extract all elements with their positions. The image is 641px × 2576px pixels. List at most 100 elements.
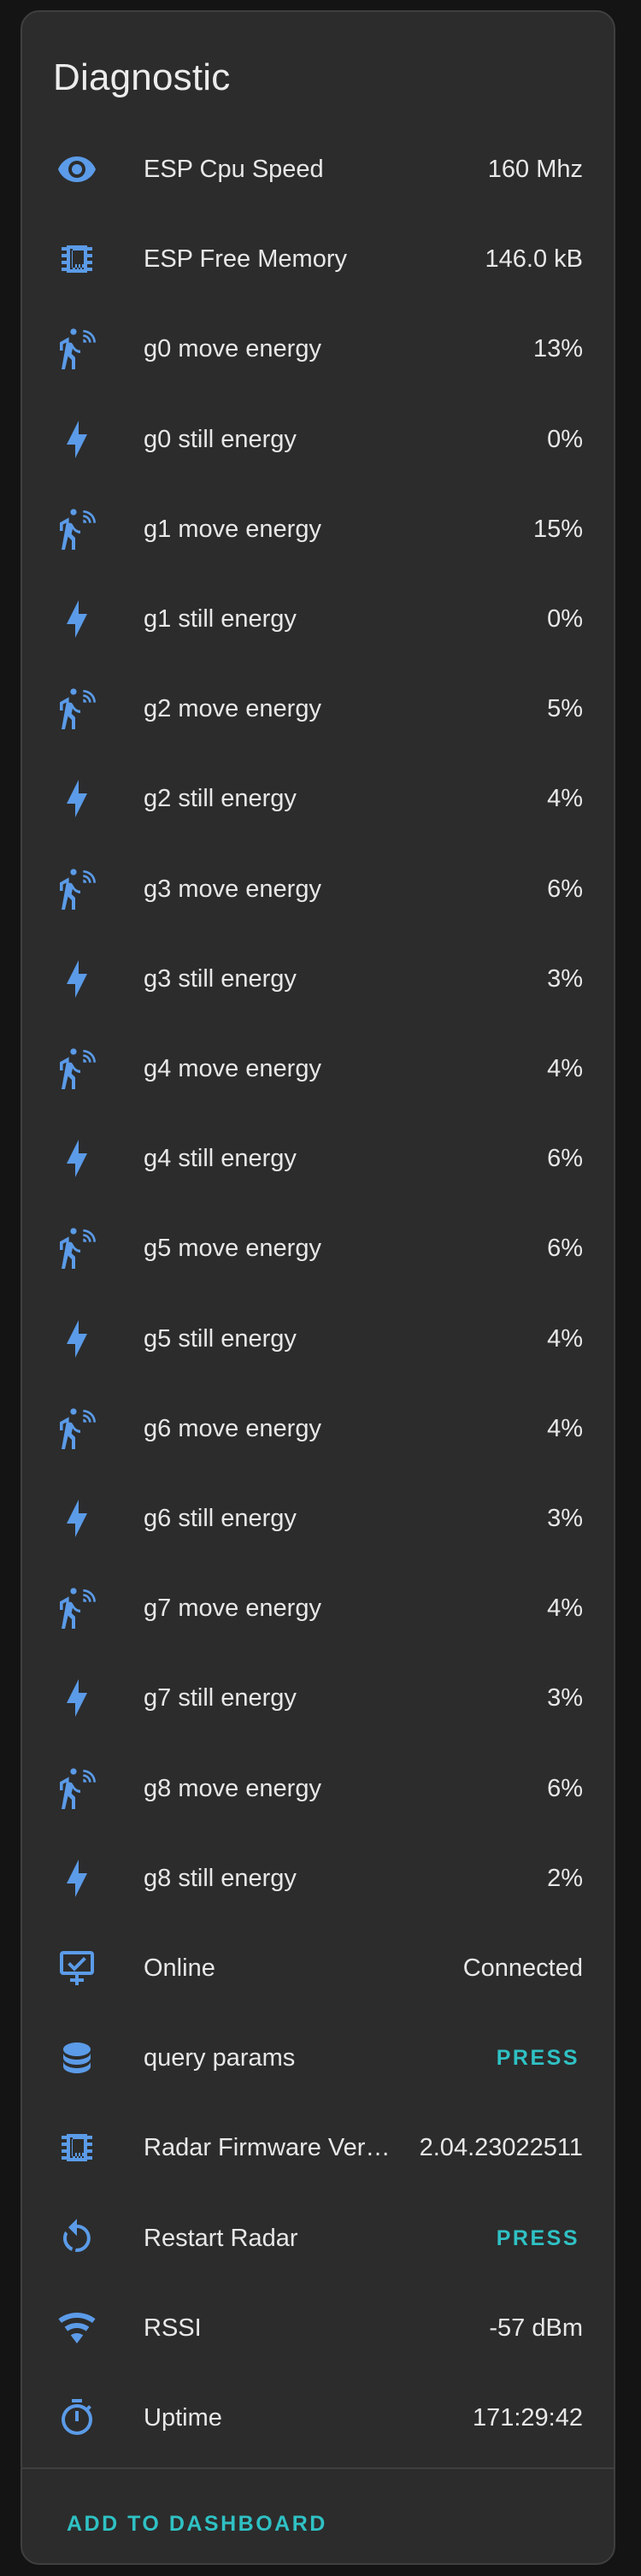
entity-value: 0% (547, 605, 583, 633)
lightning-bolt-icon[interactable] (55, 1676, 99, 1720)
restart-icon[interactable] (55, 2216, 99, 2261)
wifi-icon[interactable] (55, 2306, 99, 2350)
entity-value: 3% (547, 1505, 583, 1532)
monitor-check-icon[interactable] (55, 1946, 99, 1990)
database-icon[interactable] (55, 2036, 99, 2080)
lightning-bolt-icon[interactable] (55, 776, 99, 821)
footer-divider (22, 2467, 614, 2469)
entity-label[interactable]: RSSI (144, 2314, 202, 2342)
entity-label[interactable]: g3 move energy (144, 875, 321, 903)
entity-row-g3-still-energy[interactable]: g3 still energy 3% (22, 934, 614, 1024)
chip-icon[interactable] (55, 2125, 99, 2170)
entity-label[interactable]: g0 still energy (144, 425, 297, 453)
entity-row-g4-move-energy[interactable]: g4 move energy 4% (22, 1024, 614, 1114)
motion-sensor-icon[interactable] (55, 1586, 99, 1630)
lightning-bolt-icon[interactable] (55, 417, 99, 462)
add-to-dashboard-button[interactable]: ADD TO DASHBOARD (67, 2512, 327, 2536)
entity-row-esp-cpu-speed[interactable]: ESP Cpu Speed 160 Mhz (22, 125, 614, 215)
entity-label[interactable]: g2 move energy (144, 695, 321, 723)
entity-row-g8-move-energy[interactable]: g8 move energy 6% (22, 1744, 614, 1834)
entity-label[interactable]: g4 move energy (144, 1055, 321, 1082)
entity-row-online[interactable]: Online Connected (22, 1924, 614, 2013)
entity-label[interactable]: Online (144, 1954, 215, 1982)
entity-row-g7-move-energy[interactable]: g7 move energy 4% (22, 1564, 614, 1653)
entity-value: 4% (547, 1595, 583, 1623)
entity-row-g2-move-energy[interactable]: g2 move energy 5% (22, 664, 614, 754)
entity-value: 15% (532, 515, 583, 543)
entity-value: 4% (547, 1414, 583, 1442)
entity-label[interactable]: g1 move energy (144, 515, 321, 543)
entity-label[interactable]: Radar Firmware Ver… (144, 2134, 391, 2162)
entity-row-g0-move-energy[interactable]: g0 move energy 13% (22, 304, 614, 394)
entity-label[interactable]: g4 still energy (144, 1145, 297, 1173)
entity-value: Connected (462, 1954, 583, 1982)
entity-row-restart-radar[interactable]: Restart Radar PRESS (22, 2194, 614, 2284)
entity-label[interactable]: g8 move energy (144, 1774, 321, 1802)
entity-row-g6-still-energy[interactable]: g6 still energy 3% (22, 1474, 614, 1564)
entity-row-g0-still-energy[interactable]: g0 still energy 0% (22, 395, 614, 485)
entity-label[interactable]: query params (144, 2044, 296, 2072)
entity-value: 4% (547, 1324, 583, 1353)
eye-icon[interactable] (55, 147, 99, 192)
entity-row-g2-still-energy[interactable]: g2 still energy 4% (22, 754, 614, 844)
lightning-bolt-icon[interactable] (55, 1317, 99, 1361)
entity-label[interactable]: g8 still energy (144, 1864, 297, 1892)
motion-sensor-icon[interactable] (55, 1226, 99, 1270)
press-button[interactable]: PRESS (496, 2225, 579, 2250)
entity-label[interactable]: g5 still energy (144, 1324, 297, 1353)
entity-row-esp-free-memory[interactable]: ESP Free Memory 146.0 kB (22, 215, 614, 304)
entity-row-rssi[interactable]: RSSI -57 dBm (22, 2284, 614, 2373)
press-button[interactable]: PRESS (496, 2046, 579, 2071)
entity-label[interactable]: g7 move energy (144, 1595, 321, 1623)
entity-row-radar-firmware-ver[interactable]: Radar Firmware Ver… 2.04.23022511 (22, 2103, 614, 2193)
entity-row-query-params[interactable]: query params PRESS (22, 2013, 614, 2103)
entity-row-g1-move-energy[interactable]: g1 move energy 15% (22, 485, 614, 575)
entity-value: 6% (547, 1145, 583, 1173)
entity-value: 6% (547, 875, 583, 903)
entity-value: 4% (547, 785, 583, 813)
entity-label[interactable]: g6 move energy (144, 1414, 321, 1442)
chip-icon[interactable] (55, 237, 99, 281)
lightning-bolt-icon[interactable] (55, 597, 99, 641)
motion-sensor-icon[interactable] (55, 507, 99, 551)
entity-label[interactable]: g5 move energy (144, 1235, 321, 1263)
entity-label[interactable]: g0 move energy (144, 335, 321, 363)
entity-row-g6-move-energy[interactable]: g6 move energy 4% (22, 1384, 614, 1474)
entity-label[interactable]: g6 still energy (144, 1505, 297, 1532)
motion-sensor-icon[interactable] (55, 1766, 99, 1811)
entity-row-g8-still-energy[interactable]: g8 still energy 2% (22, 1834, 614, 1924)
lightning-bolt-icon[interactable] (55, 957, 99, 1001)
entity-value: 146.0 kB (485, 245, 583, 274)
entity-label[interactable]: g3 still energy (144, 964, 297, 993)
entity-label[interactable]: Uptime (144, 2404, 222, 2432)
entity-label[interactable]: ESP Cpu Speed (144, 156, 324, 183)
entity-label[interactable]: ESP Free Memory (144, 245, 347, 274)
card-title: Diagnostic (53, 56, 231, 98)
entity-row-uptime[interactable]: Uptime 171:29:42 (22, 2373, 614, 2463)
entity-row-g4-still-energy[interactable]: g4 still energy 6% (22, 1114, 614, 1204)
entity-label[interactable]: g1 still energy (144, 605, 297, 633)
entity-row-g1-still-energy[interactable]: g1 still energy 0% (22, 575, 614, 664)
lightning-bolt-icon[interactable] (55, 1496, 99, 1541)
motion-sensor-icon[interactable] (55, 687, 99, 731)
motion-sensor-icon[interactable] (55, 1406, 99, 1451)
diagnostic-card: Diagnostic ESP Cpu Speed 160 Mhz ESP Free … (21, 10, 615, 2565)
entity-value: -57 dBm (489, 2314, 583, 2342)
entity-label[interactable]: g2 still energy (144, 785, 297, 813)
motion-sensor-icon[interactable] (55, 327, 99, 371)
timer-icon[interactable] (55, 2396, 99, 2440)
motion-sensor-icon[interactable] (55, 1046, 99, 1091)
entity-row-g5-still-energy[interactable]: g5 still energy 4% (22, 1294, 614, 1384)
entity-value: 171:29:42 (472, 2404, 583, 2432)
entity-label[interactable]: g7 still energy (144, 1684, 297, 1712)
lightning-bolt-icon[interactable] (55, 1856, 99, 1901)
motion-sensor-icon[interactable] (55, 867, 99, 911)
entity-value: 3% (547, 1684, 583, 1712)
entity-value: 0% (547, 425, 583, 453)
entity-row-g3-move-energy[interactable]: g3 move energy 6% (22, 845, 614, 934)
entity-value: 6% (547, 1235, 583, 1263)
entity-row-g7-still-energy[interactable]: g7 still energy 3% (22, 1653, 614, 1743)
entity-row-g5-move-energy[interactable]: g5 move energy 6% (22, 1204, 614, 1294)
lightning-bolt-icon[interactable] (55, 1136, 99, 1181)
entity-label[interactable]: Restart Radar (144, 2224, 298, 2252)
